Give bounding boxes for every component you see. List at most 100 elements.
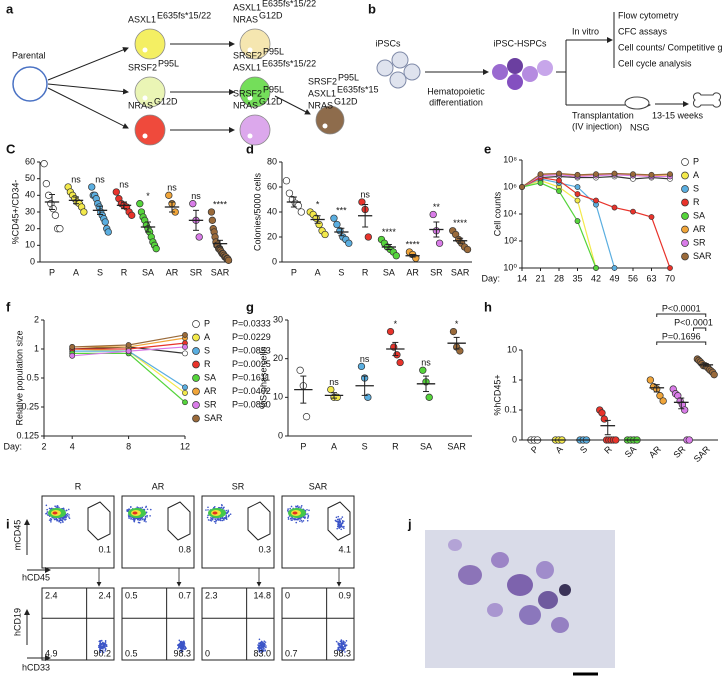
event [142, 518, 144, 520]
cell [134, 28, 166, 60]
cell-dot [322, 123, 328, 129]
x-tick-label: P [49, 267, 55, 277]
event [66, 512, 69, 515]
y-axis-label: %hCD45+ [492, 374, 502, 415]
data-point [435, 239, 444, 247]
event [337, 524, 339, 526]
quadrant-value: 83.0 [253, 648, 271, 658]
cell [134, 114, 166, 146]
data-point [208, 216, 217, 224]
significance: ns [360, 354, 370, 364]
event [179, 649, 182, 652]
bracket-label: P=0.1696 [662, 331, 701, 341]
event [149, 508, 152, 511]
event [214, 518, 217, 521]
event [100, 645, 102, 648]
y-tick-label: 60 [25, 156, 35, 166]
event [344, 644, 346, 647]
plot-frame [201, 495, 275, 569]
gene-mutation: G12D [259, 96, 283, 106]
y-tick-label: 30 [25, 206, 35, 216]
data-point [125, 342, 132, 348]
legend-pvalue: P=0.0229 [232, 332, 271, 342]
event [265, 645, 267, 647]
data-point [556, 188, 562, 194]
x-axis-label: Day: [3, 441, 22, 451]
event [290, 519, 293, 521]
gene-name: NRAS [233, 14, 258, 24]
event [178, 639, 181, 642]
data-point [537, 180, 544, 186]
event [46, 514, 49, 516]
quadrant-value: 0.7 [285, 648, 298, 658]
x-tick-label: S [338, 267, 344, 277]
event [341, 647, 343, 649]
plot-title: R [75, 481, 82, 491]
label: Cell cycle analysis [618, 58, 692, 68]
event [211, 518, 214, 521]
event [257, 647, 259, 649]
event [287, 518, 290, 520]
x-tick-label: SR [671, 444, 687, 460]
event [227, 509, 229, 512]
data-point [101, 218, 109, 226]
event [344, 651, 346, 653]
event [343, 647, 346, 650]
event [149, 515, 151, 517]
y-tick-label: 1 [34, 343, 39, 353]
gene-mutation: G12D [154, 96, 178, 106]
event [343, 520, 345, 523]
event [53, 518, 56, 521]
cell-dot [247, 95, 253, 101]
data-point [285, 189, 294, 197]
event [258, 644, 261, 647]
event [139, 518, 142, 521]
event [50, 521, 52, 523]
event [99, 639, 101, 642]
data-point [393, 351, 401, 359]
legend-label: A [693, 170, 699, 180]
data-point [386, 327, 395, 336]
significance: * [394, 319, 398, 329]
event [65, 518, 67, 520]
event [338, 525, 341, 528]
x-tick-label: SR [190, 267, 203, 277]
plot-title: AR [152, 481, 165, 491]
panel-label: g [246, 299, 254, 314]
bracket [656, 313, 707, 317]
y-tick-label: 20 [273, 353, 283, 363]
gene-name: NRAS [308, 100, 333, 110]
data-point [364, 233, 372, 241]
gate [167, 501, 191, 541]
x-tick-label: R [602, 444, 614, 456]
event [144, 515, 147, 518]
event [101, 650, 104, 652]
event [306, 519, 309, 522]
event [128, 517, 130, 519]
data-point [296, 366, 304, 374]
x-tick-label: SAR [211, 267, 230, 277]
y-axis-label: Cell counts [492, 191, 502, 236]
event [300, 504, 303, 507]
data-point [556, 177, 562, 184]
event [343, 525, 345, 528]
x-tick-label: 63 [646, 273, 656, 283]
legend-label: SR [693, 237, 706, 247]
axis-label: hCD33 [22, 662, 50, 672]
label: iPSCs [375, 38, 401, 48]
event [68, 514, 70, 516]
quadrant-value: 0.5 [125, 648, 138, 658]
event [184, 648, 186, 651]
event [340, 648, 343, 650]
label: Transplantation [572, 110, 634, 120]
event [336, 518, 339, 521]
event [144, 518, 147, 520]
event [340, 524, 343, 527]
event [222, 507, 225, 509]
x-tick-label: SA [623, 444, 639, 460]
data-point [69, 352, 76, 359]
x-tick-label: P [529, 444, 540, 455]
event [181, 648, 184, 650]
event [339, 640, 342, 643]
